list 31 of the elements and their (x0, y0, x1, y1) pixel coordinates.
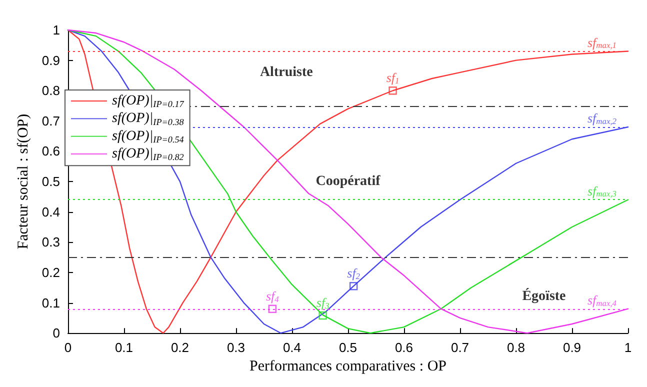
y-tick-label: 0.8 (42, 83, 60, 98)
x-tick-label: 0.5 (338, 340, 358, 356)
x-axis-title: Performances comparatives : OP (249, 358, 446, 374)
y-tick-label: 0.4 (42, 204, 60, 220)
x-tick-label: 0.9 (562, 340, 582, 356)
y-tick-label: 0.1 (42, 295, 60, 310)
point (349, 282, 358, 290)
y-tick-label: 1 (52, 22, 60, 38)
annotation: Altruiste (260, 64, 313, 80)
y-tick-label: 0 (52, 326, 60, 341)
x-tick-label: 1 (624, 340, 632, 356)
x-tick-label: 0.7 (450, 340, 470, 356)
annotation: Coopératif (316, 174, 381, 190)
y-tick-label: 0.7 (42, 113, 60, 128)
y-tick-label: 0.6 (42, 144, 60, 159)
point (268, 304, 276, 313)
x-tick-label: 0.3 (226, 340, 246, 356)
x-tick-label: 0.1 (114, 340, 134, 356)
x-tick-label: 0.6 (394, 340, 414, 356)
y-axis-title: Facteur social : sf(OP) (16, 114, 32, 250)
point (388, 86, 397, 95)
y-tick-label: 0.9 (42, 52, 60, 68)
x-tick-label: 0.8 (506, 340, 526, 356)
annotation: Égoïste (522, 287, 566, 304)
x-tick-label: 0.2 (170, 340, 190, 356)
x-tick-label: 0.4 (282, 340, 302, 356)
y-tick-label: 0.2 (42, 264, 60, 280)
point (318, 311, 327, 320)
y-tick-label: 0.3 (42, 234, 60, 250)
y-tick-label: 0.5 (42, 174, 60, 190)
x-tick-label: 0 (64, 340, 72, 356)
